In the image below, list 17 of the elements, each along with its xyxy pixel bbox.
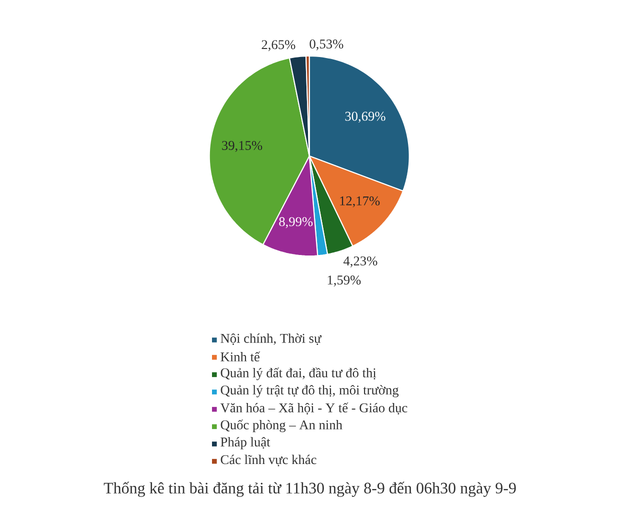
data-label: 8,99% <box>279 217 313 228</box>
data-label: 39,15% <box>222 140 262 152</box>
data-label: 1,59% <box>328 275 361 286</box>
data-label: 2,65% <box>262 40 296 51</box>
legend-label: Kinh tế <box>220 351 260 362</box>
data-label: 12,17% <box>340 196 380 208</box>
data-label: 0,53% <box>310 39 344 50</box>
legend-label: Quản lý trật tự đô thị, môi trường <box>220 384 399 398</box>
legend-label: Quản lý đất đai, đầu tư đô thị <box>220 367 376 380</box>
text: Thống kê tin bài đăng tải từ 11h30 ngày 8-9 đến 06h30 ngày 9-9 <box>104 482 516 497</box>
legend-label: Nội chính, Thời sự <box>220 333 322 345</box>
legend-label: Các lĩnh vực khác <box>220 454 316 466</box>
legend-label: Quốc phòng – An ninh <box>220 419 342 432</box>
legend-label: Văn hóa – Xã hội - Y tế - Giáo dục <box>220 402 408 414</box>
legend-label: Pháp luật <box>220 436 270 450</box>
data-label: 4,23% <box>343 256 378 268</box>
data-label: 30,69% <box>345 112 386 123</box>
